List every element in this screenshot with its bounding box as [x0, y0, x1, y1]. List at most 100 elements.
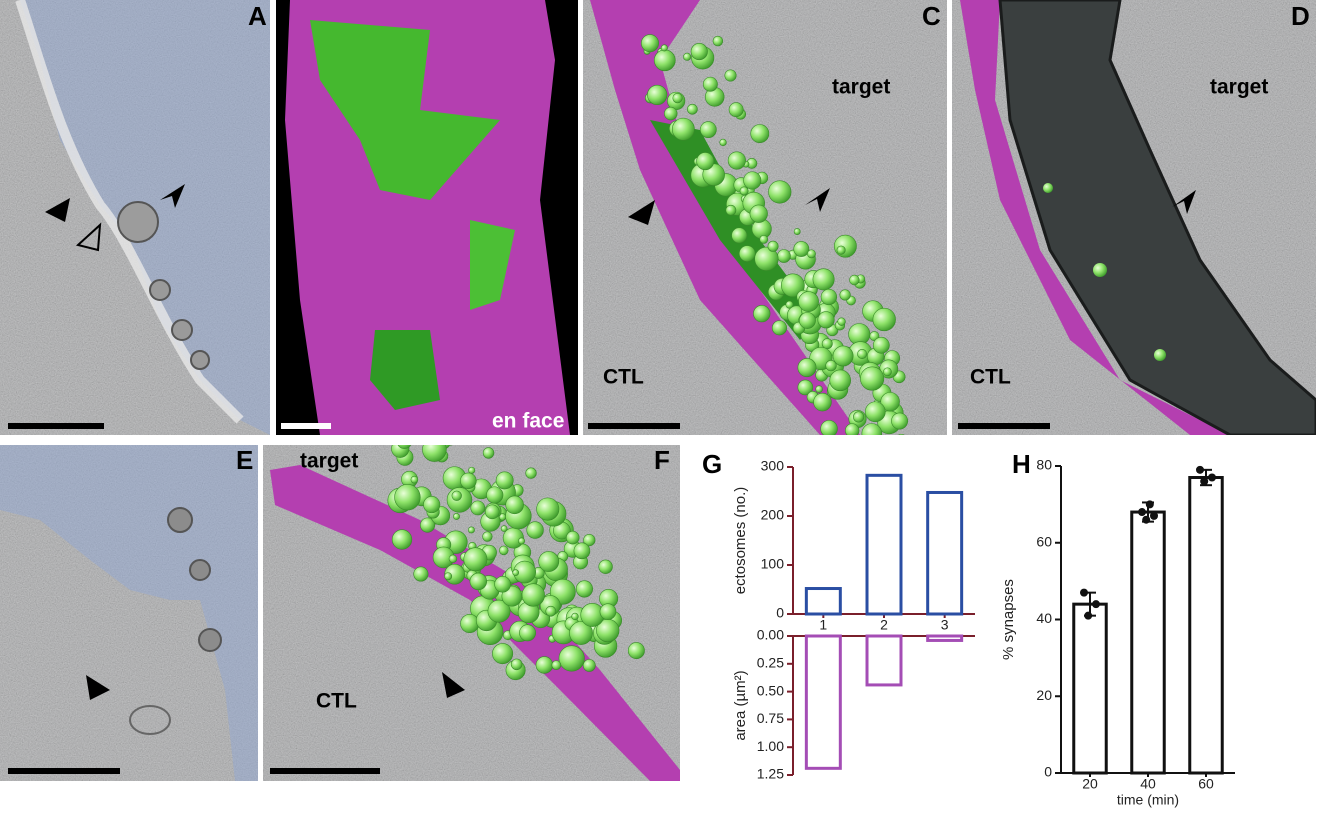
bar: [1074, 604, 1106, 773]
y-tick-label: 300: [761, 458, 785, 474]
vesicle: [506, 496, 524, 514]
annotation: target: [832, 76, 890, 99]
vesicle: [453, 513, 459, 519]
vesicle: [807, 250, 815, 258]
vesicle: [527, 522, 544, 539]
annotation: CTL: [603, 366, 644, 389]
vesicle: [891, 413, 907, 429]
panel-label: G: [702, 449, 722, 479]
y-tick-label: 20: [1036, 687, 1052, 703]
bar: [1190, 478, 1222, 773]
vesicle: [725, 70, 736, 81]
micrographs: [0, 0, 1316, 781]
vesicle: [768, 181, 791, 204]
vesicle: [583, 659, 595, 671]
vesicle: [860, 367, 883, 390]
vesicle: [423, 496, 440, 513]
vesicle: [496, 472, 513, 489]
panel-label: D: [1291, 1, 1310, 31]
vesicle: [720, 139, 727, 146]
vesicle: [600, 604, 616, 620]
y-tick-label: 200: [761, 507, 785, 523]
vesicle: [768, 241, 778, 251]
y-tick-label: 0.50: [757, 682, 784, 698]
annotation: en face: [492, 410, 564, 433]
vesicle: [422, 438, 446, 462]
vesicle: [519, 625, 535, 641]
vesicle: [732, 228, 747, 243]
vesicle: [798, 358, 816, 376]
vesicle: [485, 505, 499, 519]
vesicle: [486, 487, 503, 504]
panel-label: E: [236, 445, 253, 475]
data-point: [1142, 516, 1150, 524]
vesicle: [483, 532, 493, 542]
bar: [806, 589, 840, 614]
vesicle: [574, 543, 590, 559]
data-point: [1150, 512, 1158, 520]
data-point: [1196, 466, 1204, 474]
vesicle: [830, 370, 851, 391]
vesicle: [513, 570, 519, 576]
vesicle: [411, 476, 418, 483]
vesicle: [499, 546, 508, 555]
y-tick-label: 60: [1036, 533, 1052, 549]
x-tick-label: 2: [880, 617, 888, 633]
vesicle: [814, 393, 832, 411]
vesicle: [460, 473, 476, 489]
data-point: [1208, 474, 1216, 482]
vesicle: [713, 36, 723, 46]
vesicle: [896, 434, 907, 445]
annotation: target: [1210, 76, 1268, 99]
vesicle: [816, 386, 823, 393]
vesicle: [726, 205, 736, 215]
vesicle: [691, 43, 707, 59]
y-axis-label: area (µm²): [732, 670, 749, 740]
vesicle: [865, 402, 885, 422]
vesicle: [857, 349, 866, 358]
bar: [1132, 512, 1164, 773]
vesicle: [821, 289, 837, 305]
vesicle: [537, 498, 559, 520]
vesicle: [683, 53, 690, 60]
vesicle: [539, 551, 559, 571]
vesicle: [821, 420, 838, 437]
y-tick-label: 0: [776, 605, 784, 621]
panel-label: B: [553, 1, 572, 31]
vesicle: [572, 613, 579, 620]
vesicle: [470, 573, 487, 590]
y-axis-label: ectosomes (no.): [732, 487, 749, 595]
x-tick-label: 40: [1140, 776, 1156, 792]
panel-label: F: [654, 445, 670, 475]
annotation: target: [300, 450, 358, 473]
vesicle: [687, 104, 697, 114]
y-tick-label: 0.00: [757, 627, 784, 643]
vesicle: [444, 573, 451, 580]
vesicle: [526, 468, 537, 479]
bar: [867, 636, 901, 685]
vesicle: [753, 305, 770, 322]
vesicle: [641, 35, 658, 52]
vesicle: [838, 318, 846, 326]
vesicle: [794, 241, 809, 256]
vesicle: [552, 661, 561, 670]
bar: [806, 636, 840, 768]
vesicle: [1093, 263, 1107, 277]
data-point: [1084, 612, 1092, 620]
vesicle: [700, 122, 716, 138]
data-point: [1200, 477, 1208, 485]
vesicle: [1043, 183, 1053, 193]
panel-label: C: [922, 1, 941, 31]
vesicle: [799, 312, 815, 328]
x-tick-label: 1: [819, 617, 827, 633]
bar: [867, 475, 901, 614]
vesicle: [664, 107, 677, 120]
vesicle: [392, 530, 412, 550]
panel-e: [0, 445, 258, 781]
vesicle: [794, 228, 800, 234]
vesicle: [492, 643, 512, 663]
vesicle: [883, 368, 891, 376]
vesicle: [772, 321, 786, 335]
x-tick-label: 3: [941, 617, 949, 633]
vesicle: [395, 484, 421, 510]
